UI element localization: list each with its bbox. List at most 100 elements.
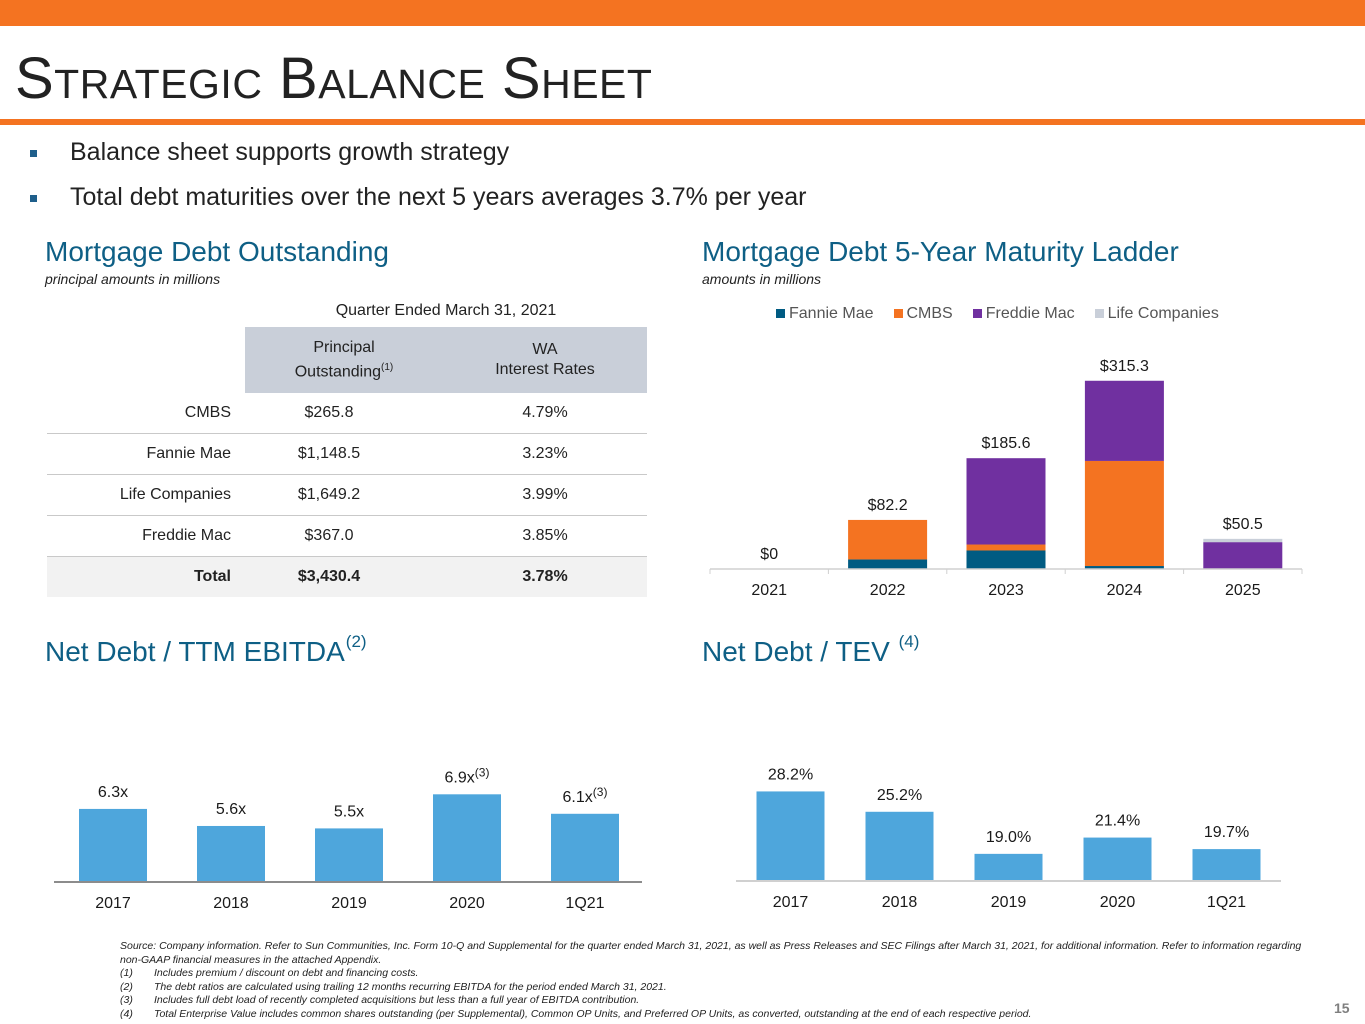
tick-label: 2020 (449, 895, 485, 912)
legend-swatch (1094, 309, 1104, 318)
principal-cell: $367.0 (245, 515, 443, 557)
footnote-ref: (2) (345, 632, 367, 651)
maturity-chart-title: Mortgage Debt 5-Year Maturity Ladder (702, 236, 1179, 267)
tick-label: 1Q21 (1207, 894, 1246, 911)
bar (79, 808, 147, 882)
rate-cell: 3.85% (443, 515, 647, 557)
data-label: 6.1x(3) (563, 785, 608, 806)
data-label: 5.5x (334, 803, 364, 820)
title-divider (0, 119, 1365, 125)
bar (551, 813, 619, 882)
row-label: Freddie Mac (47, 515, 245, 557)
footnote-item: (3) Includes full debt load of recently c… (120, 994, 640, 1007)
debt-table-title: Mortgage Debt Outstanding (45, 236, 389, 267)
table-row: CMBS $265.8 4.79% (47, 393, 647, 434)
bar (974, 853, 1043, 881)
net-debt-ebitda-chart: 6.3x 2017 5.6x 2018 5.5x 2019 6.9x(3) 2020 6.1x(… (54, 765, 642, 912)
tick-label: 2025 (1225, 582, 1261, 599)
tev-chart-title: Net Debt / TEV (4) (702, 632, 920, 667)
principal-column-header: Principal Outstanding(1) (245, 327, 443, 393)
bullet-marker (30, 195, 37, 202)
data-label: 6.3x (98, 784, 128, 801)
legend-label: Life Companies (1107, 305, 1219, 322)
tick-label: 2019 (991, 894, 1027, 911)
chart-legend: Fannie Mae CMBS Freddie Mac Life Companies (776, 305, 1239, 323)
data-label: 28.2% (768, 766, 813, 783)
tick-label: 2024 (1107, 582, 1143, 599)
debt-table-subtitle: principal amounts in millions (45, 271, 221, 287)
footnote-ref: (4) (898, 632, 920, 651)
table-row: Life Companies $1,649.2 3.99% (47, 474, 647, 516)
footnote-ref: (1) (381, 361, 394, 373)
data-label: 25.2% (877, 787, 922, 804)
bar-segment (1203, 538, 1283, 543)
legend-label: Fannie Mae (789, 305, 874, 322)
rate-cell: 4.79% (443, 393, 647, 434)
tick-label: 2020 (1100, 894, 1136, 911)
bar-segment (966, 544, 1046, 551)
total-row: Total $3,430.4 3.78% (47, 556, 647, 597)
legend-swatch (893, 309, 903, 318)
rate-cell: 3.78% (443, 556, 647, 597)
mortgage-debt-table: Principal Outstanding(1) WA Interest Rat… (47, 327, 647, 597)
principal-cell: $3,430.4 (245, 556, 443, 597)
legend-item: CMBS (893, 305, 953, 323)
bar-segment (1084, 380, 1164, 461)
bar (1083, 837, 1152, 881)
principal-cell: $265.8 (245, 393, 443, 434)
table-row: Fannie Mae $1,148.5 3.23% (47, 433, 647, 475)
legend-item: Freddie Mac (972, 305, 1075, 323)
bullet-item: Total debt maturities over the next 5 ye… (70, 183, 807, 211)
legend-swatch (972, 309, 982, 318)
bar (1192, 849, 1261, 881)
data-label: 21.4% (1095, 813, 1140, 830)
rate-column-header: WA Interest Rates (443, 327, 647, 393)
page-number: 15 (1334, 1000, 1350, 1016)
row-label: Life Companies (47, 474, 245, 516)
source-note: Source: Company information. Refer to Su… (120, 940, 1302, 966)
bullet-marker (30, 150, 37, 157)
legend-label: CMBS (906, 305, 953, 322)
page-title: Strategic Balance Sheet (15, 46, 653, 111)
footnote-item: (1) Includes premium / discount on debt a… (120, 967, 419, 980)
net-debt-tev-chart: 28.2% 2017 25.2% 2018 19.0% 2019 21.4% 2020 19.7… (736, 766, 1281, 911)
row-label: CMBS (47, 393, 245, 434)
maturity-ladder-chart: $0 2021 $82.2 2022 $185.6 2023 $315.3 2024 $50.5… (709, 358, 1303, 599)
legend-label: Freddie Mac (985, 305, 1075, 322)
tick-label: 2021 (751, 582, 787, 599)
legend-swatch (776, 309, 785, 318)
data-label: 19.0% (986, 829, 1031, 846)
footnote-item: (2) The debt ratios are calculated using … (120, 980, 667, 993)
bar (315, 828, 383, 882)
tick-label: 2023 (988, 582, 1024, 599)
tick-label: 1Q21 (565, 895, 604, 912)
bar-segment (848, 559, 928, 569)
debt-table-caption: Quarter Ended March 31, 2021 (335, 302, 557, 319)
tick-label: 2017 (773, 894, 809, 911)
data-label: 19.7% (1204, 824, 1249, 841)
data-label: 5.6x (216, 801, 246, 818)
legend-item: Fannie Mae (776, 305, 874, 323)
table-row: Freddie Mac $367.0 3.85% (47, 515, 647, 557)
data-label: 6.9x(3) (445, 765, 490, 786)
rate-cell: 3.99% (443, 474, 647, 516)
bar (865, 811, 934, 881)
tick-label: 2019 (331, 895, 367, 912)
bar-segment (1203, 542, 1283, 569)
data-label: $185.6 (982, 435, 1031, 452)
top-accent-bar (0, 0, 1365, 26)
rate-cell: 3.23% (443, 433, 647, 475)
row-label: Total (47, 556, 245, 597)
data-label: $315.3 (1100, 358, 1149, 375)
table-corner (47, 327, 245, 393)
footnote-item: (4) Total Enterprise Value includes commo… (120, 1007, 1032, 1020)
principal-cell: $1,649.2 (245, 474, 443, 516)
tick-label: 2022 (870, 582, 906, 599)
maturity-chart-subtitle: amounts in millions (702, 271, 822, 287)
bar-segment (1084, 566, 1164, 569)
bar (756, 791, 825, 881)
principal-cell: $1,148.5 (245, 433, 443, 475)
bar-segment (1084, 460, 1164, 567)
bar-segment (848, 519, 928, 560)
bar-segment (966, 458, 1046, 545)
